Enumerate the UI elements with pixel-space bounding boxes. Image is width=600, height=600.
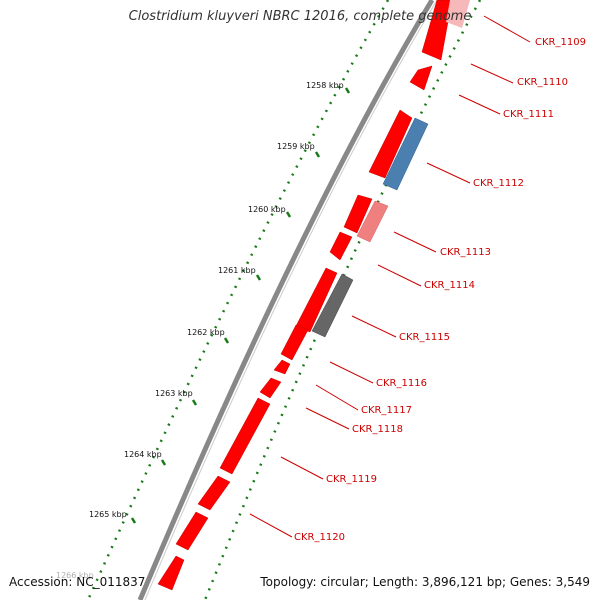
kbp-label-1261: 1261 kbp [218,266,256,275]
gene-ckr-1121[interactable] [175,511,209,551]
kbp-label-1265: 1265 kbp [89,510,127,519]
kbp-label-1262: 1262 kbp [187,328,225,337]
callout-lines [249,15,531,538]
outer-dotted-ring [86,0,390,600]
gene-ckr-1118[interactable] [259,377,282,399]
kbp-label-1259: 1259 kbp [277,142,315,151]
kbp-label-1260: 1260 kbp [248,205,286,214]
kbp-label-1263: 1263 kbp [155,389,193,398]
gene-label-ckr-1119[interactable]: CKR_1119 [326,474,377,485]
genes [157,0,470,591]
gene-ckr-1120[interactable] [197,475,231,511]
gene-label-ckr-1120[interactable]: CKR_1120 [294,532,345,543]
gene-ckr-1115-red[interactable] [295,267,338,333]
gene-ckr-1110[interactable] [409,65,433,91]
gene-label-ckr-1118[interactable]: CKR_1118 [352,424,403,435]
gene-ckr-1113-pink[interactable] [356,200,389,243]
gene-label-ckr-1116[interactable]: CKR_1116 [376,378,427,389]
gene-ckr-1113-red[interactable] [343,194,373,234]
gene-ckr-1111-pink[interactable] [446,0,470,28]
kbp-labels: 1258 kbp 1259 kbp 1260 kbp 1261 kbp 1262… [56,81,344,580]
gene-ckr-1115-gray[interactable] [311,273,354,338]
gene-label-ckr-1111[interactable]: CKR_1111 [503,109,554,120]
gene-label-ckr-1115[interactable]: CKR_1115 [399,332,450,343]
gene-ckr-1112-blue[interactable] [382,117,429,191]
gene-ckr-1116[interactable] [280,324,309,361]
gene-ckr-1109[interactable] [421,0,453,61]
kbp-label-1264: 1264 kbp [124,450,162,459]
major-ticks [130,87,351,524]
gene-label-ckr-1112[interactable]: CKR_1112 [473,178,524,189]
kbp-label-1258: 1258 kbp [306,81,344,90]
gene-ckr-1119[interactable] [219,397,271,475]
gene-ckr-1117[interactable] [273,359,291,375]
gene-ckr-1114[interactable] [329,231,353,261]
genome-backbone [137,0,435,600]
gene-label-ckr-1117[interactable]: CKR_1117 [361,405,412,416]
kbp-label-1266: 1266 kbp [56,571,94,580]
gene-label-ckr-1113[interactable]: CKR_1113 [440,247,491,258]
gene-label-ckr-1110[interactable]: CKR_1110 [517,77,568,88]
gene-ckr-1112-red[interactable] [368,109,413,179]
gene-labels: CKR_1109 CKR_1110 CKR_1111 CKR_1112 CKR_… [294,37,586,543]
map-title: Clostridium kluyveri NBRC 12016, complet… [128,9,472,24]
gene-label-ckr-1114[interactable]: CKR_1114 [424,280,475,291]
topology-text: Topology: circular; Length: 3,896,121 bp… [260,575,590,589]
gene-ckr-1122[interactable] [157,555,185,591]
gene-label-ckr-1109[interactable]: CKR_1109 [535,37,586,48]
accession-text: Accession: NC_011837 [9,575,146,589]
genome-backbone-shadow [144,0,438,600]
